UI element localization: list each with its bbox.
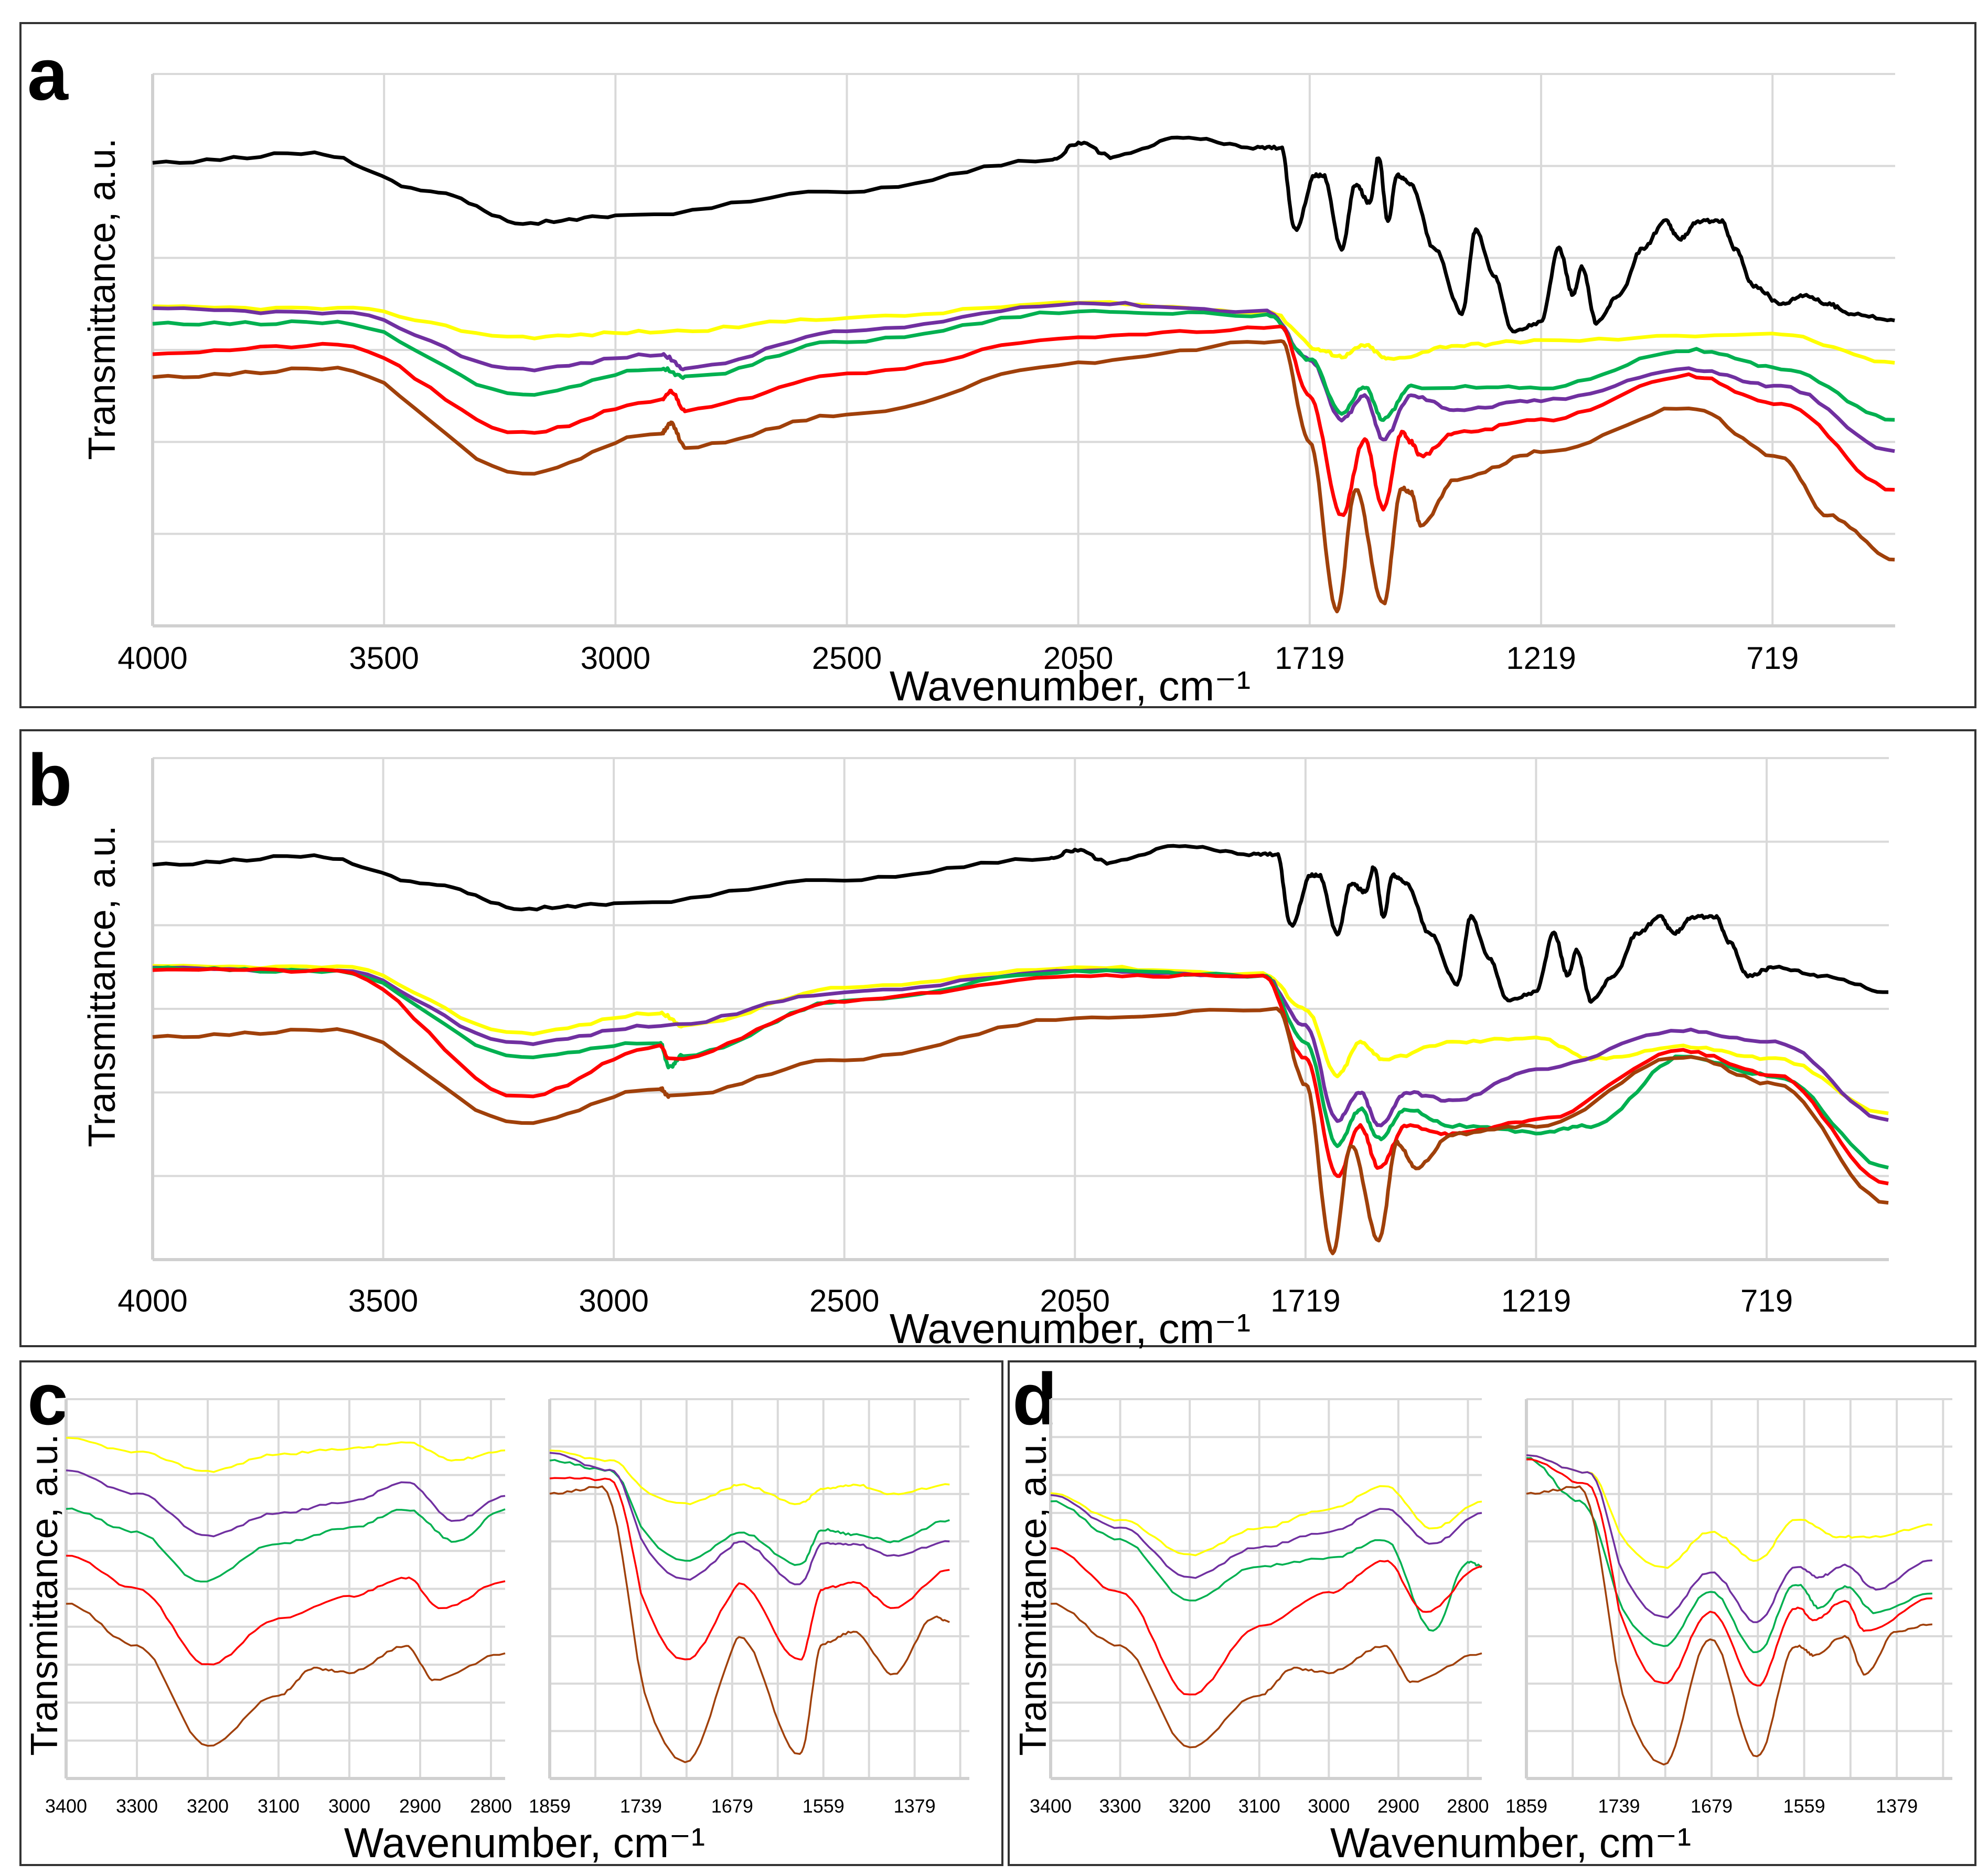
x-tick-label: 3000 [581, 641, 650, 676]
series-line-black [152, 135, 1895, 334]
x-tick-label: 3000 [579, 1283, 648, 1318]
series-line-yellow [1526, 1454, 1932, 1569]
series-line-purple [1526, 1454, 1932, 1623]
x-tick-label: 1859 [1505, 1795, 1547, 1817]
x-tick-label: 1379 [1876, 1795, 1918, 1817]
x-tick-label: 3200 [1169, 1795, 1211, 1817]
x-tick-label: 719 [1746, 641, 1799, 676]
x-tick-label: 1219 [1501, 1283, 1571, 1318]
x-tick-label: 3400 [45, 1795, 87, 1817]
series-line-yellow [66, 1436, 506, 1473]
series-line-brown [66, 1603, 506, 1747]
x-tick-label: 1859 [529, 1795, 571, 1817]
series-line-red [549, 1476, 950, 1661]
panel-frame [19, 729, 1976, 1347]
x-tick-label: 1739 [1598, 1795, 1640, 1817]
plot-area: 4000 3500 3000 2500 2050 1719 1219 719 [117, 73, 1895, 676]
plot-area: 1859 1739 1679 1559 1379 [1505, 1398, 1952, 1817]
x-tick-label: 3100 [258, 1795, 300, 1817]
series-line-red [66, 1554, 506, 1666]
series-line-purple [152, 965, 1889, 1127]
x-tick-label: 3300 [1099, 1795, 1141, 1817]
y-axis-title: Transmittance, a.u. [1012, 1434, 1054, 1756]
x-axis-title: Wavenumber, cm⁻¹ [890, 1305, 1250, 1352]
x-tick-label: 3300 [116, 1795, 158, 1817]
panel-frame [19, 22, 1976, 708]
series-line-brown [1050, 1603, 1482, 1749]
series-line-yellow [152, 300, 1895, 365]
x-tick-label: 1559 [803, 1795, 845, 1817]
x-axis-title: Wavenumber, cm⁻¹ [890, 663, 1250, 709]
x-tick-label: 1559 [1783, 1795, 1825, 1817]
x-tick-label: 4000 [117, 1283, 187, 1318]
x-tick-label: 2050 [1040, 1283, 1110, 1318]
x-tick-label: 2500 [812, 641, 882, 676]
x-tick-label: 3000 [1308, 1795, 1350, 1817]
x-tick-label: 1379 [894, 1795, 936, 1817]
series-line-red [1050, 1547, 1482, 1696]
x-tick-label: 1679 [711, 1795, 753, 1817]
panel-label: b [27, 739, 72, 821]
x-tick-label: 3500 [349, 641, 419, 676]
x-tick-label: 2900 [399, 1795, 441, 1817]
series-line-brown [1526, 1485, 1932, 1766]
series-line-brown [152, 339, 1895, 614]
series-line-green [152, 309, 1895, 422]
panel-frame [1008, 1360, 1976, 1866]
x-axis-title: Wavenumber, cm⁻¹ [344, 1819, 705, 1866]
x-tick-label: 3500 [348, 1283, 418, 1318]
plot-area: 3400 3300 3200 3100 3000 2900 2800 [1030, 1398, 1489, 1817]
series-line-black [152, 844, 1889, 1004]
plot-area: 3400 3300 3200 3100 3000 2900 2800 [45, 1398, 512, 1817]
series-line-green [1526, 1457, 1932, 1654]
series-line-green [66, 1507, 506, 1583]
x-tick-label: 3400 [1030, 1795, 1072, 1817]
series-line-purple [1050, 1494, 1482, 1579]
series-line-purple [66, 1469, 506, 1538]
plot-area: 1859 1739 1679 1559 1379 [529, 1398, 969, 1817]
series-line-red [152, 324, 1895, 517]
x-tick-label: 4000 [117, 641, 187, 676]
x-tick-label: 1719 [1270, 1283, 1340, 1318]
y-axis-title: Transmittance, a.u. [81, 138, 123, 460]
panel-frame [19, 1360, 1003, 1866]
series-line-yellow [1050, 1485, 1482, 1557]
series-line-yellow [549, 1449, 950, 1505]
series-line-red [1526, 1458, 1932, 1687]
y-axis-title: Transmittance, a.u. [81, 825, 123, 1147]
series-line-brown [549, 1485, 950, 1763]
x-tick-label: 2050 [1043, 641, 1113, 676]
x-tick-label: 719 [1740, 1283, 1793, 1318]
panel-label: a [27, 33, 69, 115]
x-tick-label: 1739 [620, 1795, 662, 1817]
series-line-green [1050, 1500, 1483, 1632]
x-tick-label: 3000 [328, 1795, 370, 1817]
x-axis-title: Wavenumber, cm⁻¹ [1330, 1819, 1691, 1866]
x-tick-label: 2500 [809, 1283, 879, 1318]
x-tick-label: 2900 [1377, 1795, 1419, 1817]
series-line-green [549, 1459, 950, 1566]
panel-label: c [27, 1358, 68, 1440]
x-tick-label: 3100 [1238, 1795, 1280, 1817]
series-line-brown [152, 1006, 1889, 1255]
x-tick-label: 1219 [1506, 641, 1576, 676]
x-tick-label: 1719 [1275, 641, 1344, 676]
plot-area: 4000 3500 3000 2500 2050 1719 1219 719 [117, 757, 1889, 1318]
x-tick-label: 3200 [187, 1795, 229, 1817]
x-tick-label: 2800 [470, 1795, 512, 1817]
x-tick-label: 2800 [1447, 1795, 1489, 1817]
series-line-red [152, 967, 1889, 1186]
series-line-purple [549, 1452, 950, 1585]
x-tick-label: 1679 [1691, 1795, 1733, 1817]
series-line-yellow [152, 964, 1889, 1115]
y-axis-title: Transmittance, a.u. [24, 1434, 66, 1756]
